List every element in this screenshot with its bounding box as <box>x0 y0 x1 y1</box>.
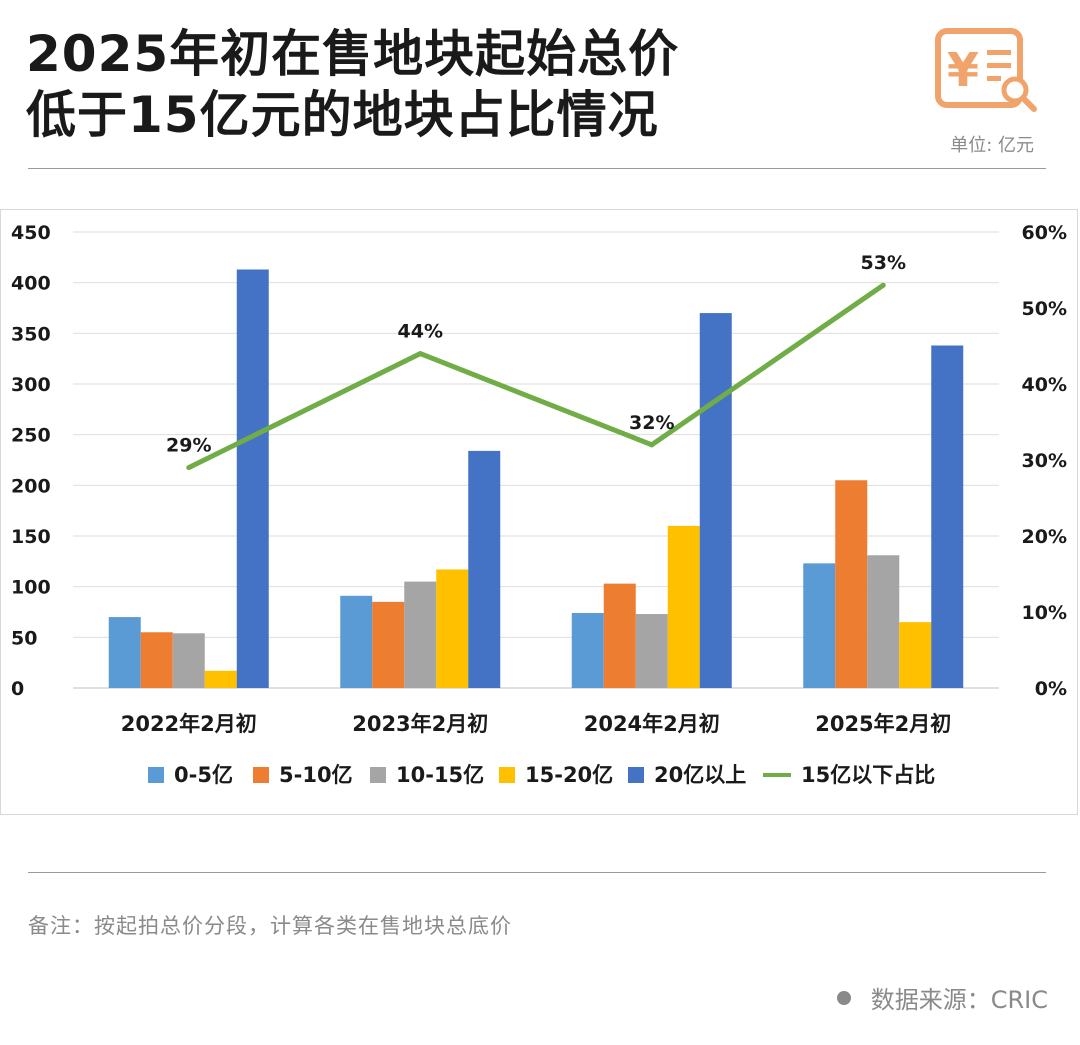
legend-label: 20亿以上 <box>654 763 746 787</box>
page-title: 2025年初在售地块起始总价 低于15亿元的地块占比情况 <box>26 24 886 146</box>
line-point <box>186 465 192 471</box>
bar-2-0 <box>172 633 205 688</box>
bar-0-1 <box>340 595 373 688</box>
y-right-tick-label: 30% <box>1022 450 1067 472</box>
bar-2-1 <box>404 581 437 688</box>
footer-divider <box>28 872 1046 873</box>
x-category-label: 2024年2月初 <box>584 712 720 736</box>
legend-label: 15-20亿 <box>525 763 613 787</box>
bar-0-2 <box>571 613 604 688</box>
bar-4-3 <box>931 345 964 688</box>
x-category-label: 2025年2月初 <box>815 712 951 736</box>
source-line: 数据来源：CRIC <box>836 980 1048 1015</box>
bar-1-1 <box>372 601 405 688</box>
y-left-tick-label: 200 <box>11 475 51 497</box>
y-right-tick-label: 50% <box>1022 298 1067 320</box>
bar-1-2 <box>603 583 636 688</box>
legend-swatch <box>253 767 269 783</box>
unit-label: 单位: 亿元 <box>950 135 1034 156</box>
y-right-tick-label: 10% <box>1022 602 1067 624</box>
legend-swatch <box>370 767 386 783</box>
x-category-label: 2023年2月初 <box>352 712 488 736</box>
line-data-label: 32% <box>629 412 674 434</box>
bar-0-0 <box>108 617 141 688</box>
price-document-search-icon: ¥ <box>935 28 1037 112</box>
y-left-tick-label: 50 <box>11 627 37 649</box>
y-right-tick-label: 20% <box>1022 526 1067 548</box>
y-right-tick-label: 0% <box>1035 678 1067 700</box>
legend-swatch <box>628 767 644 783</box>
legend-label: 0-5亿 <box>174 763 233 787</box>
x-category-label: 2022年2月初 <box>121 712 257 736</box>
y-left-tick-label: 100 <box>11 577 51 599</box>
source-text: 数据来源：CRIC <box>870 986 1048 1014</box>
yen-glyph: ¥ <box>947 43 979 97</box>
y-right-tick-label: 60% <box>1022 222 1067 244</box>
header-divider <box>28 168 1046 169</box>
bar-3-0 <box>204 670 237 688</box>
line-point <box>649 442 655 448</box>
y-left-tick-label: 450 <box>11 222 51 244</box>
bar-4-1 <box>468 450 501 688</box>
y-right-tick-label: 40% <box>1022 374 1067 396</box>
line-data-label: 44% <box>398 321 443 343</box>
bar-4-2 <box>699 313 732 688</box>
bar-2-3 <box>867 555 900 688</box>
y-left-tick-label: 350 <box>11 323 51 345</box>
legend-swatch <box>499 767 515 783</box>
bar-1-3 <box>835 480 868 688</box>
y-left-tick-label: 0 <box>11 678 24 700</box>
line-data-label: 29% <box>166 435 211 457</box>
bar-0-3 <box>803 563 836 688</box>
bar-3-2 <box>667 525 700 688</box>
legend-swatch <box>148 767 164 783</box>
bar-3-1 <box>436 569 469 688</box>
chart-frame: 0 50 100 150 200 250 300 350 400 450 0% 10% 20% 30% 40… <box>0 209 1078 815</box>
bullet-icon <box>836 990 851 1005</box>
bar-2-2 <box>635 614 668 688</box>
line-data-label: 53% <box>861 252 906 274</box>
bar-1-0 <box>140 632 173 688</box>
title-line-2: 低于15亿元的地块占比情况 <box>26 86 659 144</box>
bar-4-0 <box>236 269 269 688</box>
y-left-tick-label: 150 <box>11 526 51 548</box>
footnote: 备注：按起拍总价分段，计算各类在售地块总底价 <box>28 914 512 938</box>
legend-label: 5-10亿 <box>279 763 353 787</box>
title-line-1: 2025年初在售地块起始总价 <box>26 25 680 83</box>
y-left-tick-label: 400 <box>11 273 51 295</box>
y-left-tick-label: 250 <box>11 425 51 447</box>
y-left-tick-label: 300 <box>11 374 51 396</box>
line-series-path <box>187 283 885 470</box>
line-point <box>880 282 886 288</box>
bar-3-3 <box>899 622 932 688</box>
line-point <box>417 351 423 357</box>
legend-label: 10-15亿 <box>396 763 484 787</box>
legend-label: 15亿以下占比 <box>801 763 935 787</box>
combo-chart: 0 50 100 150 200 250 300 350 400 450 0% 10% 20% 30% 40… <box>11 222 1067 787</box>
